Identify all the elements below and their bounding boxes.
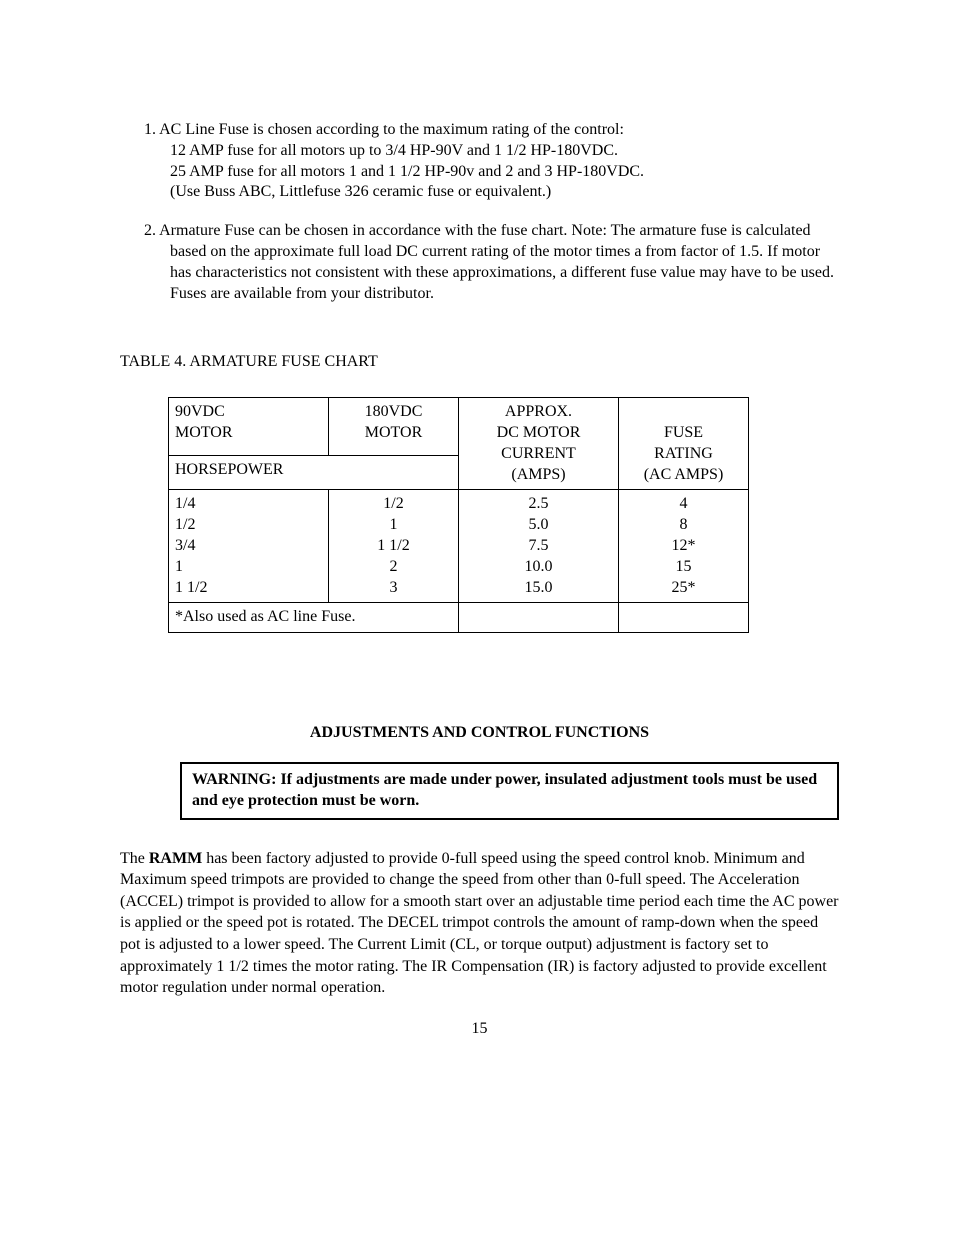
body-paragraph: The RAMM has been factory adjusted to pr… [120, 848, 839, 999]
warning-box: WARNING: If adjustments are made under p… [180, 762, 839, 820]
list-item-1-line-0: 12 AMP fuse for all motors up to 3/4 HP-… [120, 141, 839, 162]
list-item-2-lead: 2. Armature Fuse can be chosen in accord… [120, 221, 839, 304]
data-col1: 1/4 1/2 3/4 1 1 1/2 [169, 490, 329, 603]
para-post: has been factory adjusted to provide 0-f… [120, 850, 839, 997]
footnote: *Also used as AC line Fuse. [169, 603, 459, 633]
header-col2: 180VDC MOTOR [329, 398, 459, 456]
data-col4: 4 8 12* 15 25* [619, 490, 749, 603]
para-pre: The [120, 850, 149, 867]
list-item-1-line-1: 25 AMP fuse for all motors 1 and 1 1/2 H… [120, 162, 839, 183]
data-col2: 1/2 1 1 1/2 2 3 [329, 490, 459, 603]
header-col3: APPROX. DC MOTOR CURRENT (AMPS) [459, 398, 619, 490]
armature-fuse-table: 90VDC MOTOR 180VDC MOTOR APPROX. DC MOTO… [168, 397, 749, 633]
data-col3: 2.5 5.0 7.5 10.0 15.0 [459, 490, 619, 603]
page-number: 15 [120, 1019, 839, 1040]
para-bold: RAMM [149, 850, 202, 867]
header-col4: FUSE RATING (AC AMPS) [619, 398, 749, 490]
header-col1: 90VDC MOTOR [169, 398, 329, 456]
list-item-1-line-2: (Use Buss ABC, Littlefuse 326 ceramic fu… [120, 182, 839, 203]
section-heading: ADJUSTMENTS AND CONTROL FUNCTIONS [120, 723, 839, 744]
list-item-2: 2. Armature Fuse can be chosen in accord… [120, 221, 839, 304]
horsepower-label: HORSEPOWER [169, 456, 459, 490]
list-item-1-lead: 1. AC Line Fuse is chosen according to t… [120, 120, 839, 141]
list-item-1: 1. AC Line Fuse is chosen according to t… [120, 120, 839, 203]
table-title: TABLE 4. ARMATURE FUSE CHART [120, 352, 839, 373]
